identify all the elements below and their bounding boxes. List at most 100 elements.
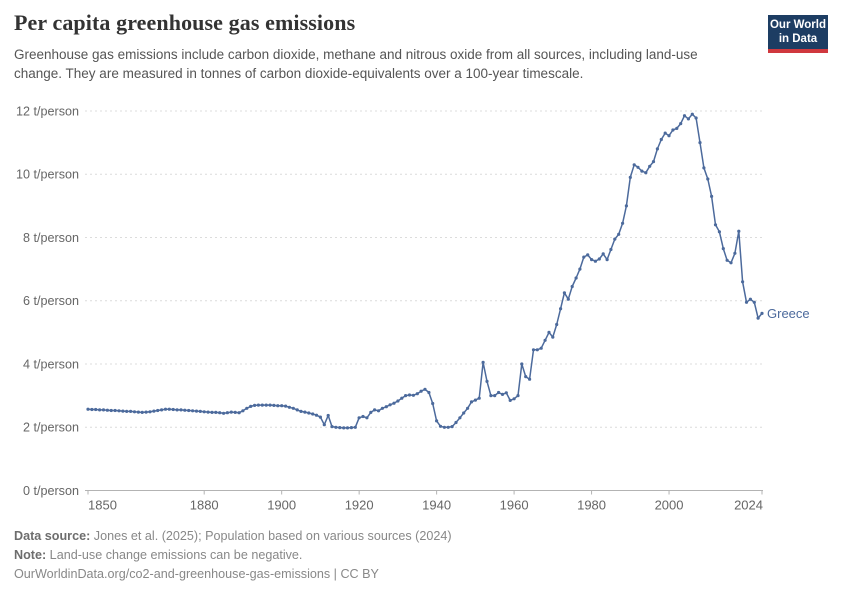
data-point (276, 404, 280, 408)
data-point (191, 409, 195, 413)
data-point (733, 251, 737, 255)
data-point (679, 122, 683, 126)
data-point (109, 408, 113, 413)
series-label-greece[interactable]: Greece (767, 306, 810, 321)
data-point (624, 204, 629, 208)
data-point (334, 425, 338, 429)
data-point (198, 409, 202, 413)
data-point (206, 410, 210, 414)
data-point (593, 259, 598, 263)
data-point (260, 403, 264, 407)
data-point (617, 232, 621, 236)
data-point (90, 407, 94, 412)
data-point (404, 394, 408, 398)
data-point (504, 391, 508, 395)
y-axis-label: 4 t/person (23, 357, 79, 371)
chart-footer: Data source: Jones et al. (2025); Popula… (14, 527, 452, 584)
data-point (462, 411, 466, 415)
data-point (446, 425, 450, 429)
chart-subtitle: Greenhouse gas emissions include carbon … (14, 47, 698, 81)
data-point (175, 408, 179, 412)
data-point (349, 426, 353, 430)
data-point (152, 409, 156, 413)
data-point (210, 410, 214, 414)
data-point (675, 126, 679, 130)
data-point (361, 414, 365, 419)
data-point (144, 410, 148, 414)
data-point (326, 413, 330, 418)
data-point (613, 237, 617, 241)
chart-area[interactable]: 0 t/person 2 t/person 4 t/person 6 t/person… (0, 0, 850, 525)
data-point (129, 409, 133, 413)
citation-license: CC BY (340, 567, 379, 581)
data-point (721, 247, 725, 251)
data-point (601, 252, 605, 256)
data-point (338, 426, 342, 430)
data-point (86, 407, 90, 411)
data-point (713, 223, 718, 227)
data-point (520, 362, 524, 366)
data-point (570, 284, 574, 289)
data-point (94, 407, 98, 412)
owid-logo-line1: Our World (769, 19, 826, 31)
data-point (473, 398, 477, 402)
y-axis-label: 0 t/person (23, 484, 79, 498)
data-point (214, 410, 218, 414)
data-point (458, 416, 462, 420)
data-point (531, 348, 536, 352)
data-point (311, 412, 315, 416)
data-point (485, 379, 489, 383)
data-point (648, 164, 652, 168)
data-point (644, 171, 648, 175)
owid-logo[interactable]: Our World in Data (768, 15, 828, 53)
data-point (469, 400, 474, 404)
data-point (380, 406, 384, 410)
data-point (586, 253, 590, 257)
data-point (528, 377, 532, 381)
data-point (651, 160, 656, 164)
data-point (268, 403, 272, 407)
data-point (384, 405, 388, 409)
data-point (632, 163, 636, 167)
emissions-line[interactable] (87, 113, 763, 429)
data-point (508, 398, 512, 402)
data-point (233, 410, 237, 414)
data-point (121, 409, 125, 413)
data-point (98, 408, 102, 412)
data-point (388, 403, 392, 407)
data-point (686, 117, 691, 121)
y-axis-label: 8 t/person (23, 231, 79, 245)
data-point (621, 221, 625, 225)
y-axis-label: 6 t/person (23, 294, 79, 308)
data-point (535, 348, 539, 352)
data-point (466, 406, 470, 410)
data-point (365, 416, 369, 420)
data-point (171, 407, 175, 412)
data-point (578, 267, 582, 271)
data-point (218, 411, 222, 415)
data-point (156, 408, 160, 413)
y-axis-label: 12 t/person (16, 104, 79, 118)
emissions-line-chart[interactable]: 0 t/person 2 t/person 4 t/person 6 t/person… (0, 0, 850, 525)
data-point (280, 404, 284, 408)
data-point (299, 409, 303, 413)
data-point (287, 405, 291, 409)
data-point (187, 408, 191, 413)
data-point (744, 300, 749, 304)
data-point (659, 137, 663, 142)
data-point (163, 407, 168, 411)
data-point (345, 426, 350, 430)
data-point (407, 393, 412, 397)
data-point (373, 408, 377, 412)
data-point (160, 408, 164, 412)
data-point (272, 403, 276, 407)
data-point (167, 407, 171, 411)
data-point (357, 416, 361, 420)
x-axis-label: 1960 (500, 498, 529, 513)
data-point (481, 360, 485, 364)
data-point (415, 392, 419, 396)
data-point (562, 291, 567, 295)
data-point (547, 330, 551, 334)
data-point (516, 394, 520, 398)
data-point (539, 346, 543, 350)
